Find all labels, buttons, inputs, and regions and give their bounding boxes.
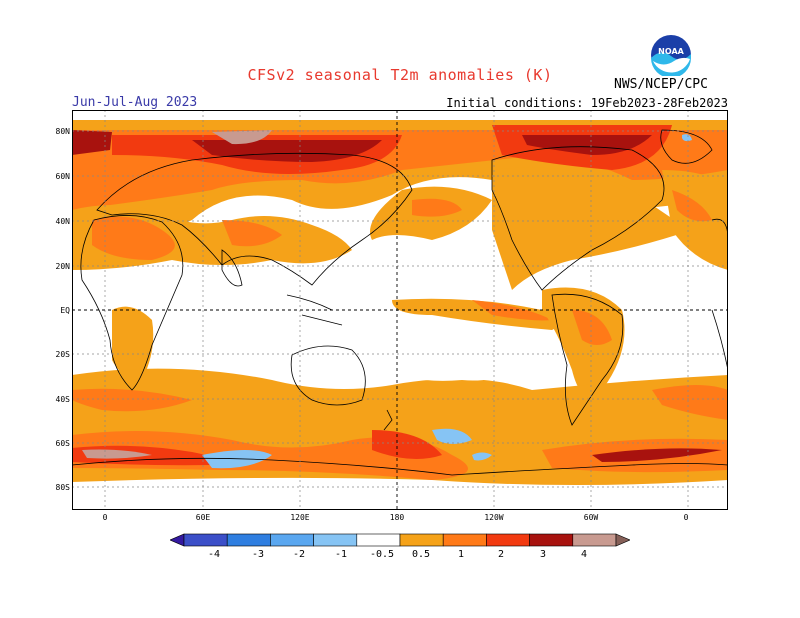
colorbar-right-arrow bbox=[616, 534, 630, 546]
lat-label: 80N bbox=[52, 127, 70, 136]
colorbar-label: 1 bbox=[446, 549, 476, 560]
colorbar-label: 0.5 bbox=[406, 549, 436, 560]
colorbar-label: -1 bbox=[326, 549, 356, 560]
colorbar-swatch bbox=[227, 534, 270, 546]
lat-label: 40N bbox=[52, 217, 70, 226]
colorbar-swatch bbox=[270, 534, 313, 546]
lon-label: 0 bbox=[85, 513, 125, 522]
lon-label: 60W bbox=[571, 513, 611, 522]
lat-label: EQ bbox=[52, 306, 70, 315]
colorbar-label: -2 bbox=[284, 549, 314, 560]
colorbar-swatch bbox=[530, 534, 573, 546]
colorbar-swatch bbox=[184, 534, 227, 546]
colorbar-left-arrow bbox=[170, 534, 184, 546]
colorbar-label: 4 bbox=[569, 549, 599, 560]
lat-label: 80S bbox=[52, 483, 70, 492]
lon-label: 60E bbox=[183, 513, 223, 522]
lat-label: 60S bbox=[52, 439, 70, 448]
lat-label: 20N bbox=[52, 262, 70, 271]
colorbar-label: -0.5 bbox=[367, 549, 397, 560]
colorbar-label: 2 bbox=[486, 549, 516, 560]
colorbar-swatch bbox=[443, 534, 486, 546]
logo-text: NOAA bbox=[658, 47, 684, 56]
colorbar-swatch bbox=[400, 534, 443, 546]
colorbar-swatch bbox=[573, 534, 616, 546]
season-label: Jun-Jul-Aug 2023 bbox=[72, 95, 197, 110]
initial-conditions-label: Initial conditions: 19Feb2023-28Feb2023 bbox=[446, 96, 728, 110]
colorbar-swatch bbox=[357, 534, 400, 546]
lat-label: 20S bbox=[52, 350, 70, 359]
lon-label: 120E bbox=[280, 513, 320, 522]
lon-label: 180 bbox=[377, 513, 417, 522]
lon-label: 0 bbox=[666, 513, 706, 522]
colorbar-label: -4 bbox=[199, 549, 229, 560]
anomaly-map bbox=[72, 110, 728, 514]
lat-label: 60N bbox=[52, 172, 70, 181]
colorbar bbox=[170, 533, 630, 553]
colorbar-label: -3 bbox=[243, 549, 273, 560]
colorbar-swatch bbox=[314, 534, 357, 546]
lat-label: 40S bbox=[52, 395, 70, 404]
lon-label: 120W bbox=[474, 513, 514, 522]
colorbar-label: 3 bbox=[528, 549, 558, 560]
noaa-logo: NOAA bbox=[650, 34, 692, 80]
colorbar-swatch bbox=[486, 534, 529, 546]
